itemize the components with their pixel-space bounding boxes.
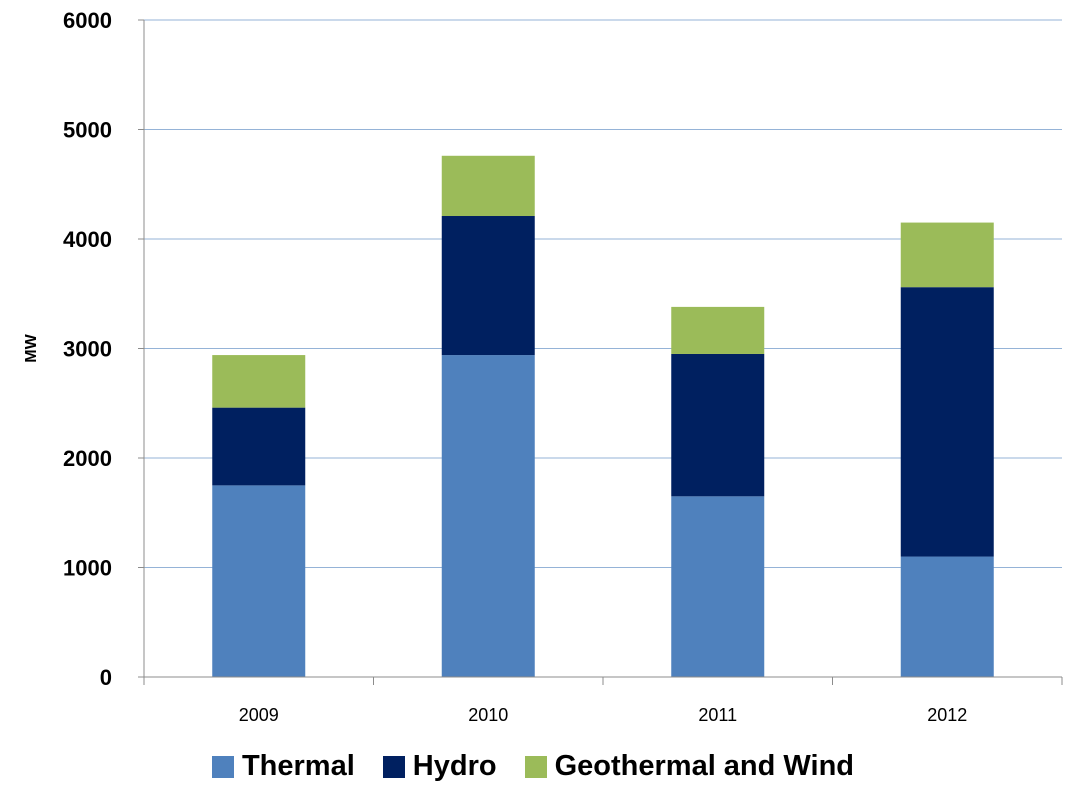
x-tick-label-2009: 2009 (239, 705, 279, 725)
y-tick-labels: 0 1000 2000 3000 4000 5000 6000 (63, 8, 112, 690)
bar-hydro-2012 (900, 287, 994, 557)
bar-thermal-2009 (212, 485, 306, 677)
y-axis-label: MW (23, 333, 40, 362)
bar-geothermal-and-wind-2010 (441, 155, 535, 217)
legend-swatch-geothermal-wind (524, 755, 547, 778)
bar-geothermal-and-wind-2011 (671, 306, 765, 354)
legend-swatch-thermal (211, 755, 234, 778)
bar-thermal-2012 (900, 556, 994, 677)
legend: Thermal Hydro Geothermal and Wind (0, 752, 1066, 781)
y-tick-label-2000: 2000 (63, 446, 112, 471)
legend-swatch-hydro (382, 755, 405, 778)
legend-item-hydro: Hydro (382, 750, 497, 782)
legend-label-thermal: Thermal (241, 750, 355, 782)
bar-geothermal-and-wind-2009 (212, 355, 306, 408)
bars (212, 155, 994, 677)
axes (138, 19, 1063, 685)
y-tick-label-0: 0 (100, 665, 112, 690)
bar-thermal-2010 (441, 355, 535, 677)
y-tick-label-1000: 1000 (63, 556, 112, 581)
legend-item-geothermal-wind: Geothermal and Wind (524, 750, 855, 782)
bar-hydro-2009 (212, 407, 306, 486)
x-tick-label-2012: 2012 (927, 705, 967, 725)
bar-geothermal-and-wind-2012 (900, 222, 994, 288)
y-tick-label-5000: 5000 (63, 118, 112, 143)
y-tick-label-6000: 6000 (63, 8, 112, 33)
legend-item-thermal: Thermal (211, 750, 355, 782)
legend-label-hydro: Hydro (412, 750, 497, 782)
y-tick-label-4000: 4000 (63, 227, 112, 252)
bar-hydro-2011 (671, 353, 765, 497)
legend-label-geothermal-wind: Geothermal and Wind (554, 750, 855, 782)
x-tick-label-2010: 2010 (468, 705, 508, 725)
bar-hydro-2010 (441, 216, 535, 356)
x-tick-labels: 2009 2010 2011 2012 (239, 705, 968, 725)
y-tick-label-3000: 3000 (63, 337, 112, 362)
bar-thermal-2011 (671, 496, 765, 677)
x-tick-label-2011: 2011 (698, 705, 737, 725)
